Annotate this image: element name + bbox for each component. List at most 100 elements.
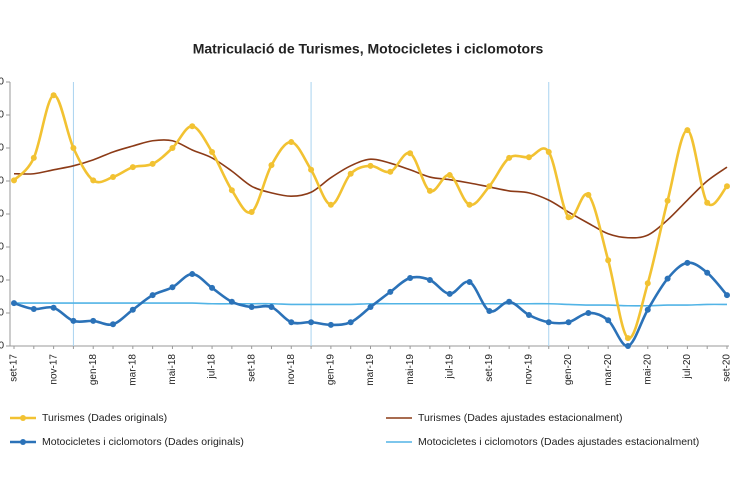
point <box>149 160 156 167</box>
point <box>644 280 651 287</box>
point <box>209 148 216 155</box>
point <box>426 187 433 194</box>
point <box>228 298 235 305</box>
chart-title: Matriculació de Turismes, Motocicletes i… <box>193 41 544 57</box>
x-tick-label: set-18 <box>246 354 257 382</box>
point <box>545 319 552 326</box>
legend-label: Turismes (Dades originals) <box>42 412 167 424</box>
point <box>387 288 394 295</box>
point <box>90 177 97 184</box>
point <box>644 306 651 313</box>
point <box>664 197 671 204</box>
series-line <box>13 139 728 239</box>
series-line <box>14 302 728 307</box>
x-tick-label: nov-19 <box>524 354 535 385</box>
x-tick-label: jul-19 <box>444 354 455 380</box>
y-tick-label: 0 <box>0 341 4 352</box>
point <box>347 170 354 177</box>
point <box>624 343 631 349</box>
point <box>189 271 196 278</box>
y-tick-label: 300 <box>0 143 4 154</box>
point <box>684 259 691 266</box>
legend-label: Turismes (Dades ajustades estacionalment… <box>418 412 622 424</box>
series-line <box>13 93 729 340</box>
point <box>149 292 156 299</box>
point <box>288 319 295 326</box>
point <box>327 201 334 208</box>
legend-label: Motocicletes i ciclomotors (Dades ajusta… <box>418 436 699 448</box>
point <box>565 214 572 221</box>
point <box>506 154 513 161</box>
x-tick-label: mar-20 <box>603 354 614 386</box>
legend-marker <box>20 415 26 421</box>
point <box>50 92 57 99</box>
y-tick-label: 200 <box>0 209 4 220</box>
x-tick-label: set-20 <box>722 354 733 382</box>
point <box>129 164 136 171</box>
y-tick-label: 100 <box>0 275 4 286</box>
point <box>110 321 117 328</box>
point <box>724 183 730 190</box>
legend-label: Motocicletes i ciclomotors (Dades origin… <box>42 436 244 448</box>
point <box>585 310 592 316</box>
point <box>704 199 711 206</box>
x-tick-label: jul-18 <box>207 354 218 380</box>
point <box>30 154 37 161</box>
x-tick-label: set-17 <box>9 354 20 382</box>
point <box>11 300 17 307</box>
point <box>169 284 176 291</box>
point <box>228 187 235 194</box>
point <box>486 308 493 315</box>
point <box>169 145 176 151</box>
point <box>684 127 691 134</box>
point <box>347 319 354 326</box>
point <box>90 317 97 324</box>
point <box>407 150 414 157</box>
x-tick-label: mai-19 <box>405 354 416 385</box>
y-tick-label: 350 <box>0 110 4 121</box>
point <box>446 172 453 179</box>
point <box>426 277 433 283</box>
x-tick-label: gen-20 <box>563 354 574 386</box>
x-tick-label: jul-20 <box>682 354 693 380</box>
point <box>466 278 473 285</box>
x-tick-label: mai-18 <box>167 354 178 385</box>
point <box>367 162 374 169</box>
point <box>268 162 275 169</box>
y-tick-label: 250 <box>0 176 4 187</box>
point <box>624 335 631 342</box>
point <box>704 269 711 276</box>
point <box>327 321 334 328</box>
x-tick-label: mar-19 <box>365 354 376 386</box>
x-tick-label: nov-17 <box>48 354 59 385</box>
x-tick-label: nov-18 <box>286 354 297 385</box>
point <box>129 306 136 313</box>
point <box>209 284 216 291</box>
point <box>605 257 612 264</box>
point <box>605 317 612 324</box>
point <box>308 319 315 326</box>
point <box>70 145 77 151</box>
point <box>387 168 394 175</box>
point <box>248 209 255 216</box>
y-tick-label: 50 <box>0 308 4 319</box>
point <box>367 304 374 311</box>
y-tick-label: 400 <box>0 77 4 88</box>
point <box>110 174 117 181</box>
point <box>189 123 196 130</box>
point <box>486 183 493 190</box>
x-tick-label: gen-18 <box>88 354 99 386</box>
point <box>506 298 513 305</box>
point <box>248 304 255 311</box>
point <box>288 139 295 146</box>
point <box>11 177 17 184</box>
legend-marker <box>20 439 26 445</box>
point <box>308 166 315 173</box>
point <box>565 319 572 326</box>
point <box>525 311 532 318</box>
x-tick-label: mar-18 <box>127 354 138 386</box>
point <box>268 304 275 311</box>
x-tick-label: gen-19 <box>326 354 337 386</box>
x-tick-label: mai-20 <box>642 354 653 385</box>
